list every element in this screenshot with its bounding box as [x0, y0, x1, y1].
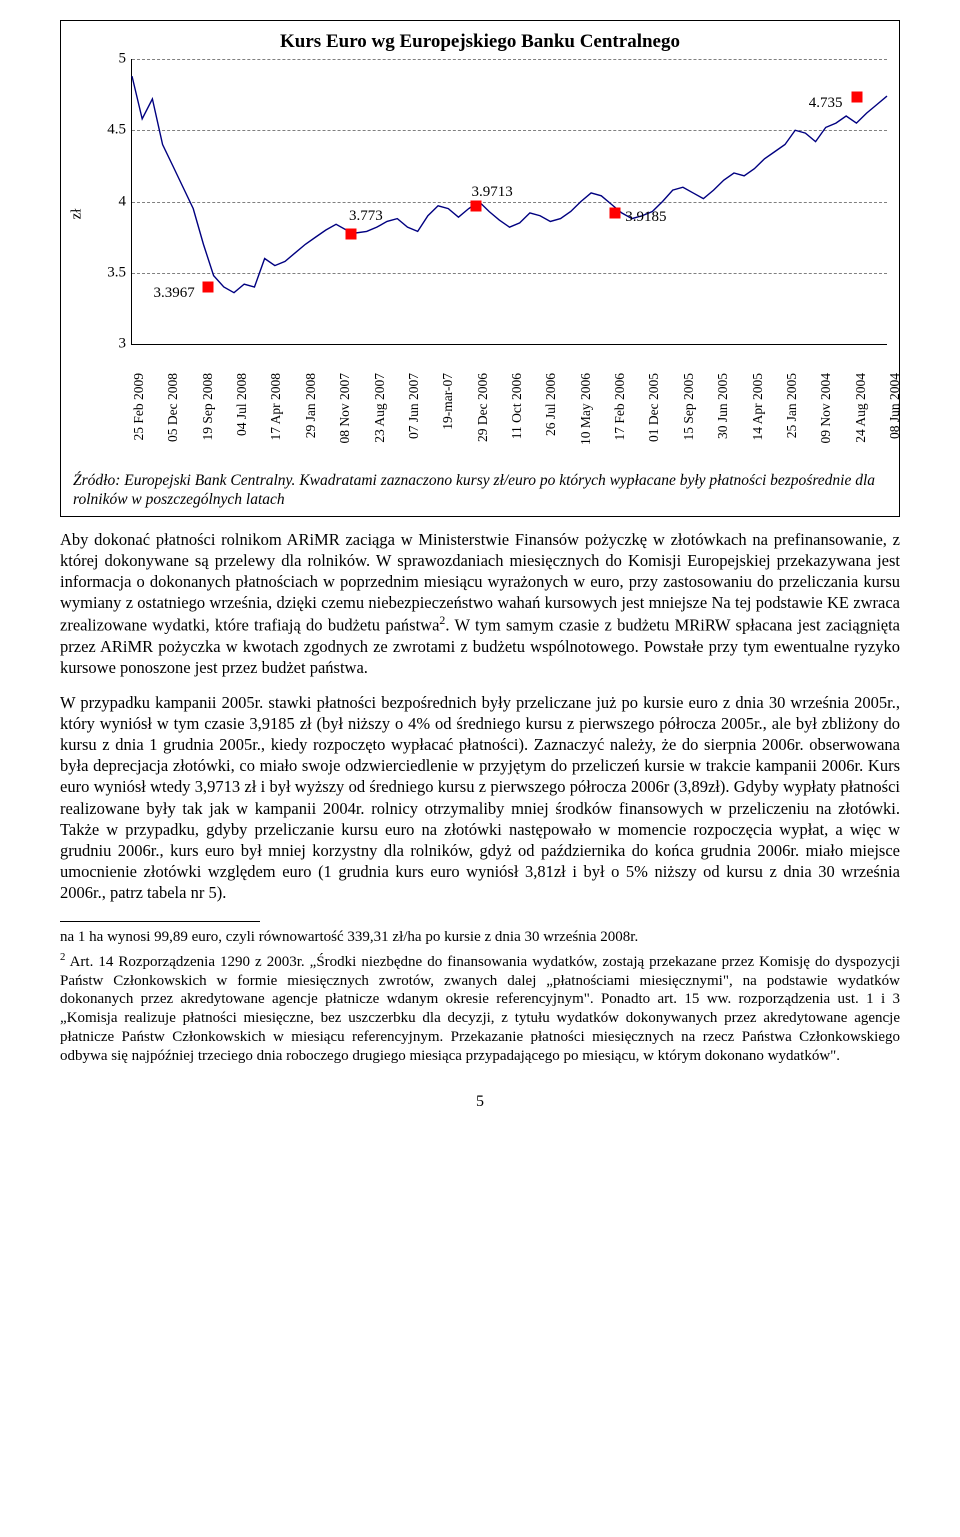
chart-xtick: 07 Jun 2007 [406, 373, 422, 439]
footnote-1: na 1 ha wynosi 99,89 euro, czyli równowa… [60, 928, 900, 947]
chart-ytick: 4.5 [88, 122, 132, 139]
chart-ytick: 3 [88, 336, 132, 353]
chart-xtick: 14 Apr 2005 [750, 373, 766, 441]
chart-xtick: 24 Aug 2004 [853, 373, 869, 443]
chart-marker-label: 3.9713 [472, 184, 513, 201]
chart-xtick: 29 Dec 2006 [475, 373, 491, 442]
chart-marker [202, 282, 213, 293]
chart-xtick: 08 Jun 2004 [887, 373, 903, 439]
chart-xtick: 29 Jan 2008 [303, 373, 319, 438]
paragraph-2: W przypadku kampanii 2005r. stawki płatn… [60, 692, 900, 903]
chart-x-axis-labels: 25 Feb 2009 05 Dec 2008 19 Sep 2008 04 Jul … [131, 373, 887, 465]
chart-xtick: 23 Aug 2007 [372, 373, 388, 443]
chart-marker-label: 3.773 [349, 208, 383, 225]
chart-y-axis-label: zł [69, 209, 86, 220]
chart-xtick: 17 Feb 2006 [612, 373, 628, 441]
chart-xtick: 19-mar-07 [440, 373, 456, 430]
chart-xtick: 09 Nov 2004 [818, 373, 834, 444]
chart-xtick: 17 Apr 2008 [268, 373, 284, 441]
chart-ytick: 5 [88, 51, 132, 68]
chart-title: Kurs Euro wg Europejskiego Banku Central… [73, 31, 887, 53]
chart-xtick: 26 Jul 2006 [543, 373, 559, 436]
chart-marker-label: 4.735 [809, 95, 843, 112]
chart-ytick: 3.5 [88, 264, 132, 281]
chart-ytick: 4 [88, 193, 132, 210]
chart-marker [610, 208, 621, 219]
euro-rate-chart: Kurs Euro wg Europejskiego Banku Central… [60, 20, 900, 517]
chart-xtick: 01 Dec 2005 [646, 373, 662, 442]
chart-xtick: 11 Oct 2006 [509, 373, 525, 439]
chart-xtick: 04 Jul 2008 [234, 373, 250, 436]
chart-xtick: 05 Dec 2008 [165, 373, 181, 442]
chart-xtick: 15 Sep 2005 [681, 373, 697, 441]
chart-plot-area: zł 33.544.554.7353.91853.97133.7733.3967 [107, 59, 887, 369]
chart-marker-label: 3.9185 [625, 209, 666, 226]
footnote-separator [60, 921, 260, 922]
chart-xtick: 10 May 2006 [578, 373, 594, 445]
chart-xtick: 30 Jun 2005 [715, 373, 731, 439]
footnote-2: 2 Art. 14 Rozporządzenia 1290 z 2003r. „… [60, 951, 900, 1066]
chart-xtick: 08 Nov 2007 [337, 373, 353, 444]
chart-xtick: 25 Feb 2009 [131, 373, 147, 441]
chart-marker-label: 3.3967 [154, 285, 195, 302]
page-number: 5 [60, 1093, 900, 1111]
chart-xtick: 19 Sep 2008 [200, 373, 216, 441]
chart-xtick: 25 Jan 2005 [784, 373, 800, 438]
chart-source-caption: Źródło: Europejski Bank Centralny. Kwadr… [73, 471, 887, 510]
chart-marker [851, 91, 862, 102]
paragraph-1: Aby dokonać płatności rolnikom ARiMR zac… [60, 529, 900, 678]
chart-marker [345, 228, 356, 239]
chart-marker [470, 200, 481, 211]
